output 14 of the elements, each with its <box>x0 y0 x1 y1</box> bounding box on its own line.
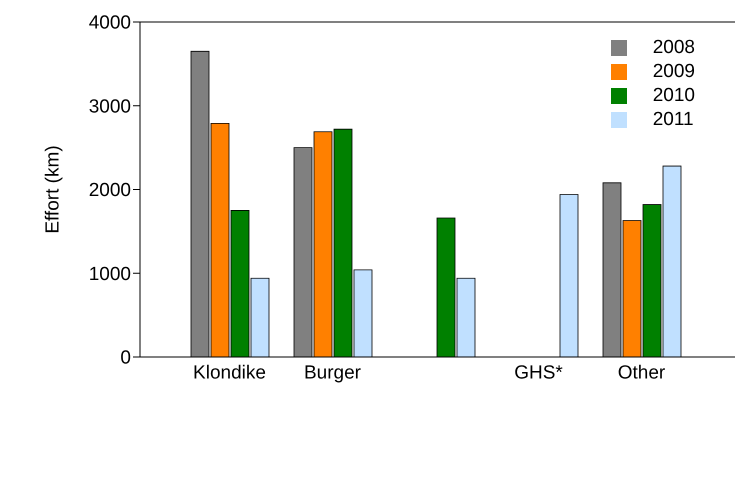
y-tick-label: 2000 <box>88 180 131 202</box>
y-tick-label: 3000 <box>88 96 131 118</box>
x-tick-label: Other <box>618 362 666 384</box>
y-tick-label: 0 <box>120 348 131 369</box>
legend-label: 2010 <box>652 85 695 106</box>
y-tick-label: 4000 <box>88 12 131 34</box>
legend-label: 2011 <box>652 109 694 130</box>
legend-label: 2008 <box>652 37 695 58</box>
x-tick-label: Burger <box>304 362 362 384</box>
x-tick-label: Klondike <box>193 362 266 384</box>
y-axis-title: Effort (km) <box>42 145 64 234</box>
x-tick-label: GHS* <box>514 362 564 384</box>
y-tick-label: 1000 <box>88 264 131 285</box>
legend-label: 2009 <box>652 61 695 82</box>
